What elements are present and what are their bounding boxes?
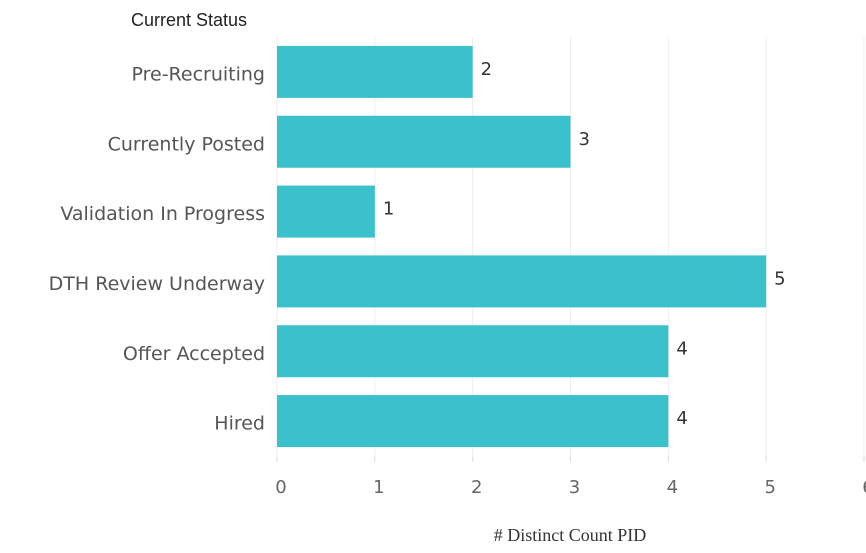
y-tick-label: Pre-Recruiting — [131, 63, 265, 85]
y-tick-label: Currently Posted — [108, 133, 265, 155]
bar — [277, 185, 375, 238]
data-label: 4 — [676, 338, 687, 359]
y-tick-label: Validation In Progress — [60, 203, 265, 225]
y-tick-label: Hired — [214, 413, 265, 435]
data-label: 4 — [676, 408, 687, 429]
x-axis-label: # Distinct Count PID — [494, 525, 647, 545]
x-tick-label: 4 — [667, 477, 678, 498]
bar — [277, 115, 571, 168]
bar — [277, 255, 767, 308]
bar — [277, 395, 669, 448]
data-label: 3 — [579, 129, 590, 150]
y-tick-label: DTH Review Underway — [49, 273, 265, 295]
data-label: 1 — [383, 199, 394, 220]
x-tick-label: 6 — [862, 477, 866, 498]
x-tick-label: 0 — [275, 477, 286, 498]
bar — [277, 325, 669, 378]
x-tick-label: 1 — [373, 477, 384, 498]
y-axis-header: Current Status — [131, 10, 247, 30]
x-tick-label: 5 — [764, 477, 775, 498]
data-label: 2 — [481, 59, 492, 80]
bar — [277, 45, 473, 98]
data-label: 5 — [774, 268, 785, 289]
y-tick-label: Offer Accepted — [123, 343, 265, 365]
x-tick-label: 2 — [471, 477, 482, 498]
x-tick-label: 3 — [569, 477, 580, 498]
